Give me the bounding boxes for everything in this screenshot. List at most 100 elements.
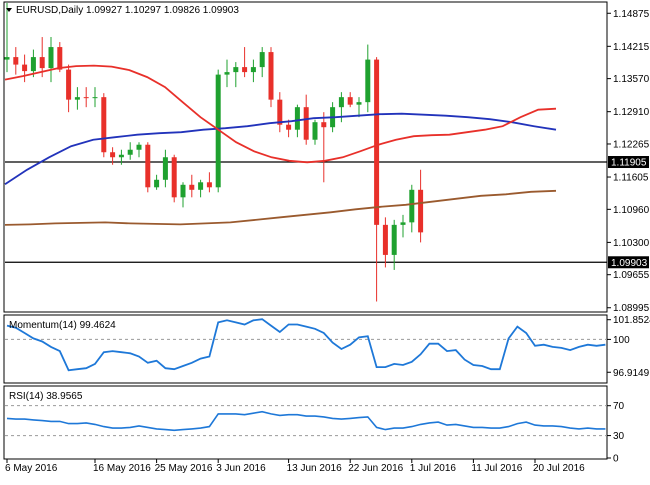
candle-body bbox=[312, 122, 318, 140]
candle-body bbox=[356, 102, 362, 105]
price-level-value: 1.11905 bbox=[611, 158, 647, 169]
candle-body bbox=[110, 152, 116, 158]
candle bbox=[286, 119, 292, 138]
candle bbox=[418, 169, 424, 243]
price-level-box bbox=[608, 156, 649, 169]
candle bbox=[4, 3, 10, 73]
rsi-line bbox=[6, 410, 606, 432]
candle-body bbox=[83, 97, 89, 99]
candle-body bbox=[198, 182, 204, 190]
rsi-title: RSI(14) 38.9565 bbox=[9, 391, 83, 402]
candle bbox=[382, 217, 388, 268]
rsi-tick-label: 0 bbox=[613, 454, 619, 465]
dropdown-triangle-icon[interactable] bbox=[6, 8, 12, 12]
candle bbox=[321, 112, 327, 183]
candle bbox=[162, 149, 168, 188]
candle bbox=[242, 47, 248, 78]
price-level-label: 1.09903 bbox=[608, 256, 649, 269]
x-tick-label: 6 May 2016 bbox=[5, 463, 58, 474]
candle-body bbox=[4, 57, 10, 60]
price-tick-label: 1.10300 bbox=[613, 238, 650, 249]
momentum-tick-label: 100 bbox=[613, 335, 630, 346]
rsi-pane-frame bbox=[3, 385, 608, 460]
sma-brown-line bbox=[4, 189, 557, 226]
candle-body bbox=[127, 149, 133, 155]
candle-body bbox=[30, 57, 36, 72]
rsi-tick-label: 30 bbox=[613, 431, 625, 442]
candle-body bbox=[189, 184, 195, 190]
candle-body bbox=[101, 97, 107, 153]
candle-body bbox=[162, 157, 168, 180]
candle-body bbox=[391, 224, 397, 255]
candle-body bbox=[206, 182, 212, 188]
candle-body bbox=[259, 52, 265, 68]
candle-body bbox=[66, 69, 72, 100]
candle bbox=[154, 174, 160, 190]
candle bbox=[374, 57, 380, 302]
candle bbox=[400, 214, 406, 238]
x-tick-label: 3 Jun 2016 bbox=[216, 463, 266, 474]
candle-body bbox=[180, 184, 186, 198]
candle bbox=[268, 47, 274, 108]
candle-body bbox=[92, 97, 98, 99]
candle bbox=[30, 49, 36, 78]
momentum-pane bbox=[5, 318, 607, 372]
price-tick-label: 1.12910 bbox=[613, 107, 650, 118]
candle-body bbox=[321, 122, 327, 128]
candle-body bbox=[338, 97, 344, 108]
x-tick-label: 16 May 2016 bbox=[93, 463, 151, 474]
candle bbox=[347, 92, 353, 108]
price-level-value: 1.09903 bbox=[611, 258, 648, 269]
candle bbox=[110, 147, 116, 165]
sma-red-line bbox=[4, 64, 557, 164]
candle bbox=[224, 59, 230, 88]
x-tick-label: 13 Jun 2016 bbox=[287, 463, 342, 474]
candle-body bbox=[118, 154, 124, 158]
candle bbox=[145, 142, 151, 193]
price-tick-label: 1.10960 bbox=[613, 205, 650, 216]
candle bbox=[127, 142, 133, 160]
candle-body bbox=[242, 67, 248, 73]
price-pane bbox=[4, 3, 607, 302]
candle-body bbox=[418, 189, 424, 233]
candle-body bbox=[400, 222, 406, 225]
candle bbox=[48, 37, 54, 83]
candle-body bbox=[382, 224, 388, 255]
candle bbox=[74, 87, 80, 110]
candle-body bbox=[365, 59, 371, 103]
price-tick-label: 1.08995 bbox=[613, 303, 650, 314]
price-tick-label: 1.09655 bbox=[613, 270, 650, 281]
x-tick-label: 22 Jun 2016 bbox=[348, 463, 403, 474]
candle bbox=[356, 97, 362, 118]
candle-body bbox=[48, 47, 54, 69]
rsi-pane bbox=[5, 405, 607, 437]
x-tick-label: 11 Jul 2016 bbox=[471, 463, 522, 474]
candle-body bbox=[277, 99, 283, 125]
candle bbox=[198, 179, 204, 198]
candle-body bbox=[145, 144, 151, 188]
candle-body bbox=[74, 97, 80, 100]
candle-body bbox=[39, 57, 45, 69]
candle-body bbox=[224, 72, 230, 75]
candle-body bbox=[409, 189, 415, 223]
momentum-tick-label: 101.8524 bbox=[613, 315, 650, 326]
x-tick-label: 1 Jul 2016 bbox=[410, 463, 457, 474]
candle-body bbox=[294, 107, 300, 130]
rsi-tick-label: 70 bbox=[613, 401, 625, 412]
candle-body bbox=[57, 47, 63, 70]
candle-body bbox=[13, 57, 19, 65]
candle bbox=[391, 219, 397, 270]
candle bbox=[189, 174, 195, 198]
candle bbox=[180, 182, 186, 208]
price-tick-label: 1.12265 bbox=[613, 139, 650, 150]
candle bbox=[365, 44, 371, 113]
candle bbox=[22, 54, 28, 83]
candle-body bbox=[268, 52, 274, 100]
candle bbox=[206, 172, 212, 193]
candle bbox=[312, 119, 318, 145]
candle bbox=[66, 64, 72, 113]
candle-body bbox=[347, 97, 353, 105]
candle bbox=[277, 92, 283, 133]
